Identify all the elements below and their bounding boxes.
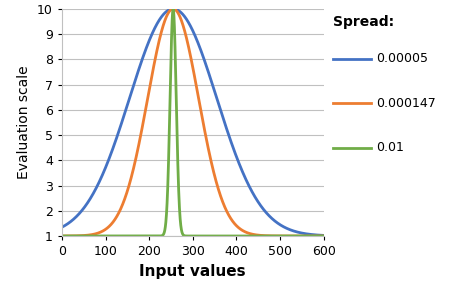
0.00005 — [171, 7, 177, 11]
0.01 — [159, 234, 165, 237]
Text: 0.01: 0.01 — [376, 141, 404, 154]
0.000147 — [321, 234, 327, 238]
0.01 — [171, 11, 177, 14]
0.000147 — [159, 27, 165, 30]
0.01 — [170, 7, 176, 11]
0.01 — [316, 234, 321, 238]
0.000147 — [288, 234, 293, 238]
Text: 0.000147: 0.000147 — [376, 97, 436, 110]
0.01 — [59, 234, 65, 238]
0.01 — [321, 234, 327, 238]
Line: 0.00005: 0.00005 — [62, 9, 324, 235]
X-axis label: Input values: Input values — [139, 264, 246, 278]
0.00005 — [288, 228, 293, 232]
Line: 0.000147: 0.000147 — [62, 9, 324, 236]
0.00005 — [59, 225, 65, 229]
0.00005 — [89, 194, 95, 198]
0.000147 — [171, 7, 177, 11]
0.000147 — [59, 234, 65, 238]
0.000147 — [89, 233, 95, 236]
Text: Spread:: Spread: — [333, 15, 394, 29]
0.00005 — [170, 7, 176, 11]
0.01 — [104, 234, 110, 238]
0.000147 — [316, 234, 321, 238]
Line: 0.01: 0.01 — [62, 9, 324, 236]
Y-axis label: Evaluation scale: Evaluation scale — [18, 65, 31, 179]
0.01 — [288, 234, 293, 238]
0.000147 — [104, 226, 110, 230]
0.00005 — [159, 14, 165, 18]
0.00005 — [316, 233, 321, 237]
Text: 0.00005: 0.00005 — [376, 53, 428, 65]
0.01 — [89, 234, 95, 238]
0.000147 — [170, 7, 176, 11]
0.00005 — [104, 162, 110, 165]
0.00005 — [321, 234, 327, 237]
